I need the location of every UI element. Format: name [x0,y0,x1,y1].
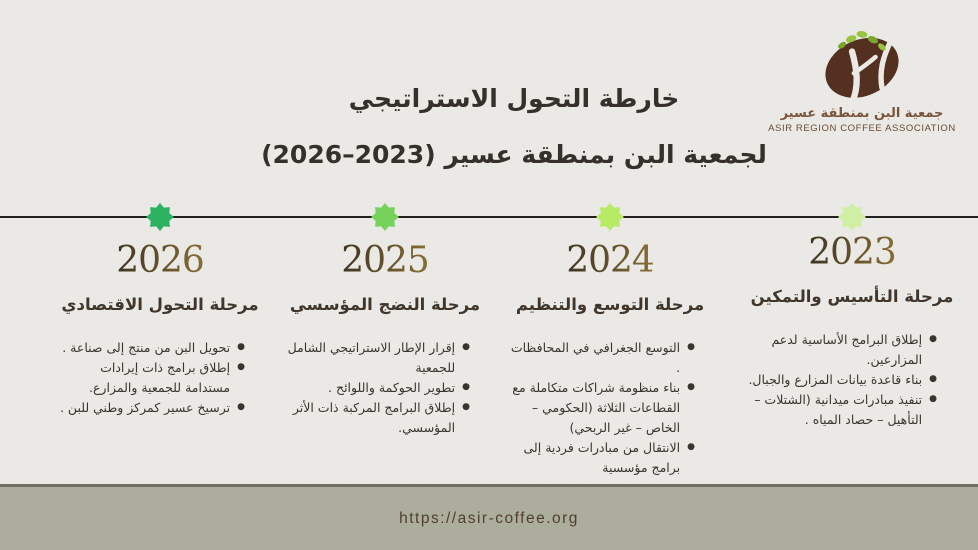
list-item: ● تحويل البن من منتج إلى صناعة . [53,338,245,358]
bullet-text: إطلاق البرامج الأساسية لدعم المزارعين. [771,332,923,367]
phase-column-2023: 2023 مرحلة التأسيس والتمكين ● إطلاق البرا… [737,232,967,430]
phase-title: مرحلة التحول الاقتصادي [61,295,259,314]
list-item: ● الانتقال من مبادرات فردية إلى برامج مؤس… [503,438,695,478]
bullet-text: التوسع الجغرافي في المحافظات . [510,340,681,375]
list-item: ● تنفيذ مبادرات ميدانية (الشتلات – التأهي… [745,390,937,430]
association-logo: جمعية البن بمنطقة عسير ASIR REGION COFFE… [762,28,962,134]
bullet-icon: ● [237,342,245,352]
list-item: ● إطلاق برامج ذات إيرادات مستدامة للجمعية… [53,358,245,398]
bullet-icon: ● [462,382,470,392]
bullet-text: الانتقال من مبادرات فردية إلى برامج مؤسس… [523,440,681,475]
logo-english-name: ASIR REGION COFFEE ASSOCIATION [768,123,956,134]
phase-column-2026: 2026 مرحلة التحول الاقتصادي ● تحويل البن … [45,238,275,418]
title-line-1: خارطة التحول الاستراتيجي [348,84,680,113]
bullet-icon: ● [687,442,695,452]
timeline-marker-2025 [371,203,399,231]
list-item: ● ترسيخ عسير كمركز وطني للبن . [53,398,245,418]
bullet-text: إقرار الإطار الاستراتيجي الشامل للجمعية [287,340,456,375]
list-item: ● بناء منظومة شراكات متكاملة مع القطاعات … [503,378,695,438]
list-item: ● إطلاق البرامج الأساسية لدعم المزارعين. [745,330,937,370]
bullet-icon: ● [929,334,937,344]
bullet-text: ترسيخ عسير كمركز وطني للبن . [59,400,231,415]
phase-title: مرحلة التوسع والتنظيم [515,295,705,314]
logo-arabic-name: جمعية البن بمنطقة عسير [780,106,944,121]
bullet-icon: ● [237,362,245,372]
page-title: خارطة التحول الاستراتيجي لجمعية البن بمن… [60,84,968,169]
timeline-marker-2024 [596,203,624,231]
bullet-icon: ● [462,342,470,352]
title-line-2: لجمعية البن بمنطقة عسير (2023–2026) [261,140,767,169]
phase-bullet-list: ● التوسع الجغرافي في المحافظات . ● بناء من… [503,338,695,478]
bullet-icon: ● [929,374,937,384]
list-item: ● بناء قاعدة بيانات المزارع والجبال. [745,370,937,390]
bullet-text: إطلاق البرامج المركبة ذات الأثر المؤسسي. [292,400,456,435]
bullet-icon: ● [237,402,245,412]
bullet-text: تطوير الحوكمة واللوائح . [328,380,456,395]
bullet-icon: ● [462,402,470,412]
phase-column-2024: 2024 مرحلة التوسع والتنظيم ● التوسع الجغر… [495,238,725,478]
list-item: ● إطلاق البرامج المركبة ذات الأثر المؤسسي… [278,398,470,438]
bullet-text: بناء منظومة شراكات متكاملة مع القطاعات ا… [512,380,681,435]
list-item: ● التوسع الجغرافي في المحافظات . [503,338,695,378]
list-item: ● إقرار الإطار الاستراتيجي الشامل للجمعية [278,338,470,378]
year-label: 2025 [270,238,500,283]
bullet-text: تحويل البن من منتج إلى صناعة . [62,340,231,355]
phase-bullet-list: ● إقرار الإطار الاستراتيجي الشامل للجمعية… [278,338,470,438]
phase-column-2025: 2025 مرحلة النضج المؤسسي ● إقرار الإطار ا… [270,238,500,438]
list-item: ● تطوير الحوكمة واللوائح . [278,378,470,398]
bullet-text: إطلاق برامج ذات إيرادات مستدامة للجمعية … [89,360,231,395]
phase-bullet-list: ● إطلاق البرامج الأساسية لدعم المزارعين. … [745,330,937,430]
timeline-axis [0,216,978,218]
timeline-marker-2023 [838,203,866,231]
phase-bullet-list: ● تحويل البن من منتج إلى صناعة . ● إطلاق ب… [53,338,245,418]
bullet-icon: ● [929,394,937,404]
timeline-marker-2026 [146,203,174,231]
year-label: 2026 [45,238,275,283]
phase-title: مرحلة النضج المؤسسي [289,295,481,314]
bullet-icon: ● [687,382,695,392]
coffee-bean-tree-icon [825,31,899,104]
website-url[interactable]: https://asir-coffee.org [399,509,579,527]
bullet-text: تنفيذ مبادرات ميدانية (الشتلات – التأهيل… [754,392,923,427]
bullet-icon: ● [687,342,695,352]
year-label: 2023 [737,230,967,275]
bullet-text: بناء قاعدة بيانات المزارع والجبال. [748,372,923,387]
year-label: 2024 [495,238,725,283]
phase-title: مرحلة التأسيس والتمكين [750,287,954,306]
footer-band: https://asir-coffee.org [0,484,978,550]
